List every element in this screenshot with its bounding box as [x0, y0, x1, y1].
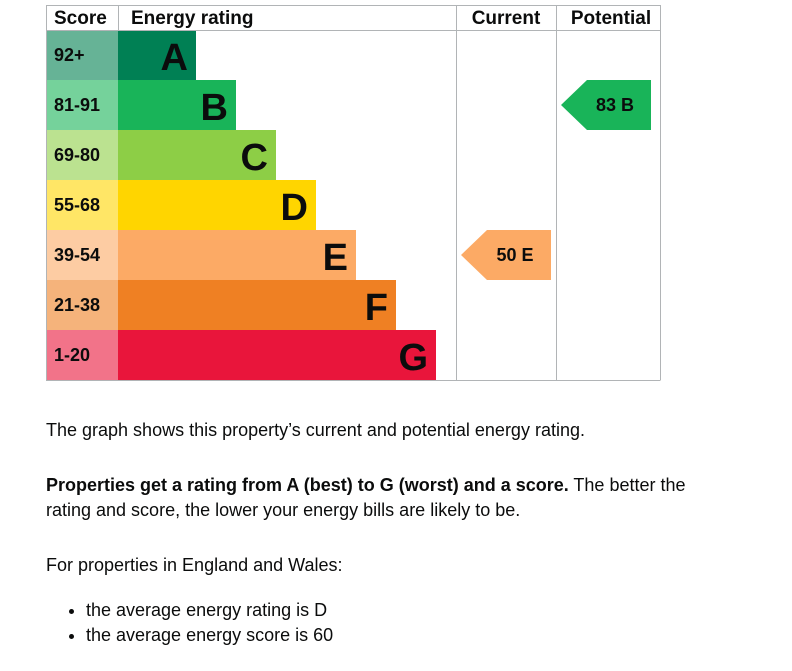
- score-cell: [46, 130, 118, 180]
- intro-text: The graph shows this property’s current …: [46, 420, 585, 440]
- rating-letter: C: [241, 137, 268, 179]
- potential-pointer-label: 83 B: [596, 95, 634, 115]
- score-cell: [46, 80, 118, 130]
- rating-bar-a: [118, 30, 196, 80]
- rating-bar-d: [118, 180, 316, 230]
- current-pointer-label: 50 E: [496, 245, 533, 265]
- score-cell: [46, 180, 118, 230]
- score-cell: [46, 230, 118, 280]
- rating-explanation-bold: Properties get a rating from A (best) to…: [46, 475, 569, 495]
- rating-bar-f: [118, 280, 396, 330]
- rating-bar-c: [118, 130, 276, 180]
- table-gridlines: [46, 5, 661, 381]
- rating-pointers: 50 E 83 B: [461, 80, 651, 280]
- score-header: Score: [54, 8, 107, 29]
- rating-letter: B: [201, 87, 228, 129]
- rating-letter: D: [281, 187, 308, 229]
- score-cell: [46, 30, 118, 80]
- potential-pointer: [561, 80, 651, 130]
- potential-header: Potential: [571, 8, 651, 29]
- score-label: 1-20: [54, 345, 90, 365]
- rating-letter: F: [365, 287, 388, 329]
- score-label: 21-38: [54, 295, 100, 315]
- score-label: 81-91: [54, 95, 100, 115]
- rating-letter: G: [398, 337, 428, 379]
- rating-bar-g: [118, 330, 436, 380]
- rating-bar-e: [118, 230, 356, 280]
- score-label: 55-68: [54, 195, 100, 215]
- list-item: the average energy score is 60: [86, 623, 333, 648]
- rating-bands: 92+ A 81-91 B 69-80 C 55-68 D 39-54 E 21-38 F 1-20 G: [46, 30, 436, 380]
- current-pointer: [461, 230, 551, 280]
- score-label: 39-54: [54, 245, 100, 265]
- score-cell: [46, 280, 118, 330]
- rating-explanation: Properties get a rating from A (best) to…: [46, 473, 686, 523]
- list-item: the average energy rating is D: [86, 598, 333, 623]
- energy-rating-header: Energy rating: [131, 8, 253, 29]
- score-cell: [46, 330, 118, 380]
- rating-letter: E: [323, 237, 348, 279]
- averages-list: the average energy rating is D the avera…: [46, 598, 333, 648]
- rating-bar-b: [118, 80, 236, 130]
- rating-explanation-rest: The better the rating and score, the low…: [46, 475, 686, 520]
- energy-rating-chart: 92+ A81-91 B69-80 C55-68 D39-54 E21-38 F1-20 G …: [46, 5, 661, 381]
- score-label: 69-80: [54, 145, 100, 165]
- region-text: For properties in England and Wales:: [46, 555, 343, 575]
- rating-letter: A: [161, 37, 188, 79]
- score-label: 92+: [54, 45, 85, 65]
- current-header: Current: [472, 8, 541, 29]
